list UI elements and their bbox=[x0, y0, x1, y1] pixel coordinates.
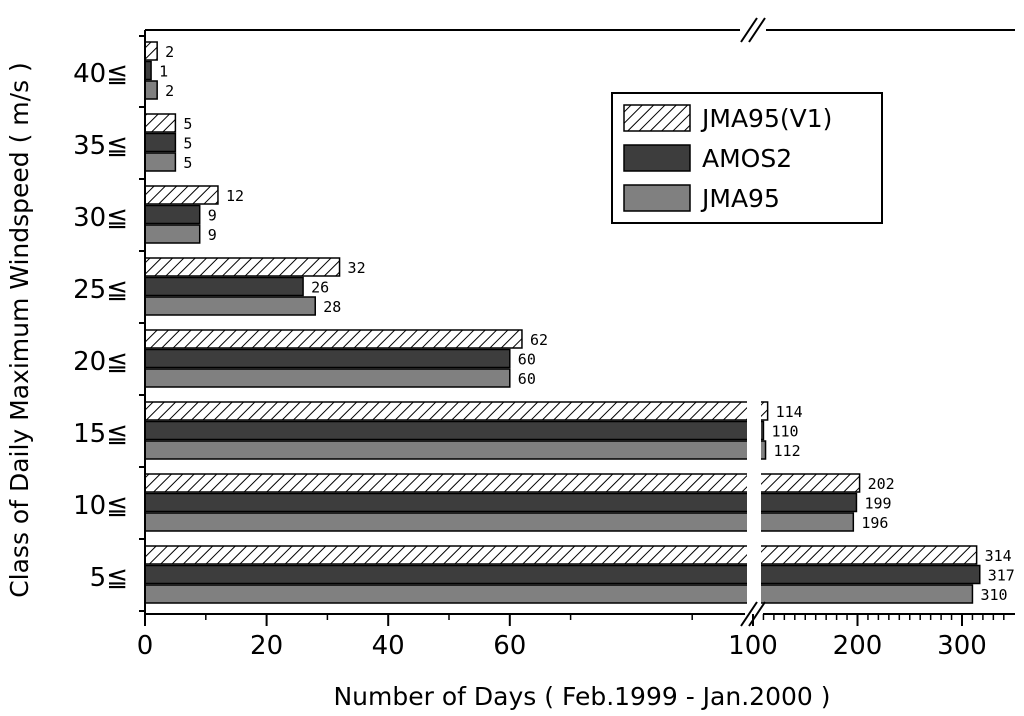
bar-jma95v1-4 bbox=[144, 329, 523, 349]
bar-jma95-2 bbox=[144, 224, 201, 244]
data-labels-group: 2125551299322628626060114110112202199196… bbox=[159, 43, 1015, 604]
bar-jma95v1-0 bbox=[144, 41, 158, 61]
category-label-6: 10≦ bbox=[73, 491, 128, 521]
data-label-amos2-4: 60 bbox=[518, 351, 536, 369]
category-label-2: 30≦ bbox=[73, 203, 128, 233]
bar-jma95v1-2 bbox=[144, 185, 219, 205]
legend-swatch-jma95 bbox=[623, 184, 691, 212]
bar-jma95v1-7 bbox=[144, 545, 978, 565]
category-label-7: 5≦ bbox=[90, 563, 128, 593]
data-label-jma95-5: 112 bbox=[774, 442, 801, 460]
data-label-jma95-1: 5 bbox=[183, 154, 192, 172]
axes-group: 40≦ 35≦ 30≦ 25≦ 20≦ 15≦ 10≦ 5≦ 0 20 40 60 100 200 300 bbox=[73, 17, 1015, 661]
data-label-amos2-3: 26 bbox=[311, 279, 329, 297]
x-tick-label-60: 60 bbox=[493, 631, 526, 661]
data-label-amos2-1: 5 bbox=[183, 135, 192, 153]
x-axis-title: Number of Days ( Feb.1999 - Jan.2000 ) bbox=[333, 682, 830, 711]
data-label-jma95-4: 60 bbox=[518, 370, 536, 388]
x-tick-label-40: 40 bbox=[372, 631, 405, 661]
data-label-jma95-7: 310 bbox=[980, 586, 1007, 604]
data-label-jma95v1-7: 314 bbox=[985, 547, 1012, 565]
category-label-4: 20≦ bbox=[73, 347, 128, 377]
x-tick-label-20: 20 bbox=[250, 631, 283, 661]
data-label-jma95v1-0: 2 bbox=[165, 43, 174, 61]
bar-jma95-3 bbox=[144, 296, 316, 316]
axis-break-mark-2 bbox=[740, 601, 758, 627]
x-tick-label-100: 100 bbox=[728, 631, 778, 661]
category-label-5: 15≦ bbox=[73, 419, 128, 449]
x-tick-label-0: 0 bbox=[137, 631, 154, 661]
category-label-0: 40≦ bbox=[73, 59, 128, 89]
legend: JMA95(V1) AMOS2 JMA95 bbox=[611, 92, 883, 224]
axis-break-mark-0 bbox=[740, 17, 758, 43]
x-tick-label-200: 200 bbox=[833, 631, 883, 661]
bars-group bbox=[144, 41, 981, 612]
bar-amos2-2 bbox=[144, 204, 201, 225]
legend-swatch-amos2 bbox=[623, 144, 691, 172]
legend-label-amos2: AMOS2 bbox=[702, 144, 792, 173]
data-label-jma95v1-5: 114 bbox=[776, 403, 803, 421]
axis-break-mark-1 bbox=[748, 17, 766, 43]
data-label-amos2-7: 317 bbox=[988, 567, 1015, 585]
legend-label-jma95: JMA95 bbox=[700, 184, 780, 213]
axis-break-mark-3 bbox=[748, 601, 766, 627]
bar-jma95-5 bbox=[144, 440, 767, 460]
data-label-amos2-5: 110 bbox=[771, 423, 798, 441]
data-label-jma95-0: 2 bbox=[165, 82, 174, 100]
y-axis-title: Class of Daily Maximum Windspeed ( m/s ) bbox=[5, 62, 34, 598]
bar-jma95-0 bbox=[144, 80, 158, 100]
data-label-jma95-6: 196 bbox=[861, 514, 888, 532]
data-label-jma95v1-6: 202 bbox=[868, 475, 895, 493]
data-label-jma95v1-4: 62 bbox=[530, 331, 548, 349]
data-label-jma95v1-1: 5 bbox=[183, 115, 192, 133]
data-label-amos2-6: 199 bbox=[864, 495, 891, 513]
bar-jma95v1-3 bbox=[144, 257, 341, 277]
bar-amos2-3 bbox=[144, 276, 304, 297]
data-label-jma95-3: 28 bbox=[323, 298, 341, 316]
category-label-3: 25≦ bbox=[73, 275, 128, 305]
bar-jma95-1 bbox=[144, 152, 177, 172]
x-tick-label-300: 300 bbox=[937, 631, 987, 661]
bar-amos2-7 bbox=[144, 564, 981, 585]
category-label-1: 35≦ bbox=[73, 131, 128, 161]
bar-jma95v1-1 bbox=[144, 113, 177, 133]
bar-jma95-7 bbox=[144, 584, 974, 604]
data-label-jma95v1-2: 12 bbox=[226, 187, 244, 205]
data-label-amos2-2: 9 bbox=[208, 207, 217, 225]
data-label-jma95-2: 9 bbox=[208, 226, 217, 244]
legend-label-jma95v1: JMA95(V1) bbox=[700, 104, 832, 133]
data-label-amos2-0: 1 bbox=[159, 63, 168, 81]
bar-jma95-4 bbox=[144, 368, 511, 388]
axis-break-gap bbox=[747, 396, 761, 612]
bar-amos2-4 bbox=[144, 348, 511, 369]
data-label-jma95v1-3: 32 bbox=[348, 259, 366, 277]
legend-swatch-jma95v1 bbox=[623, 104, 691, 132]
bar-amos2-5 bbox=[144, 420, 765, 441]
bar-jma95v1-5 bbox=[144, 401, 769, 421]
bar-amos2-1 bbox=[144, 132, 177, 153]
